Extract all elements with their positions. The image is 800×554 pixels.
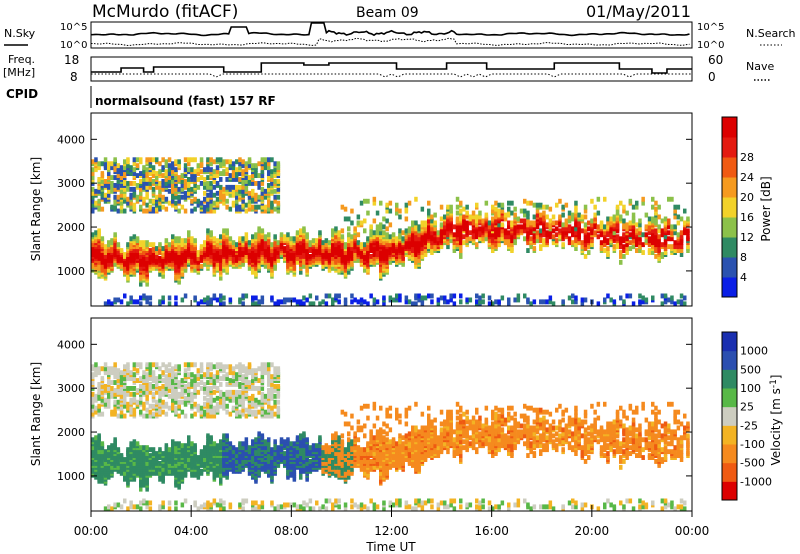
colorbar-tick-label: -25 — [740, 419, 758, 432]
colorbar-segment — [722, 157, 737, 178]
colorbar-segment — [722, 137, 737, 158]
nsky-strip: N.Sky 10^5 10^0 N.Search 10^5 10^0 — [4, 21, 796, 51]
cpid-strip: CPID normalsound (fast) 157 RF — [6, 86, 276, 108]
nsearch-label: N.Search — [746, 27, 796, 40]
colorbar-tick-label: -1000 — [740, 475, 772, 488]
x-axis-label: Time UT — [365, 540, 416, 554]
y-tick-label: 2000 — [57, 426, 85, 439]
velocity-heatmap — [91, 362, 690, 511]
velocity-colorbar: -1000 -500 -100 -25 25 100 500 1000 — [721, 331, 772, 501]
nsky-tick-low: 10^0 — [60, 40, 87, 51]
beam-title: Beam 09 — [356, 5, 419, 21]
x-tick-label: 20:00 — [575, 524, 610, 538]
freq-unit-label: [MHz] — [3, 66, 35, 79]
colorbar-segment — [722, 350, 737, 370]
freq-label: Freq. — [8, 53, 35, 66]
colorbar-segment — [722, 425, 737, 445]
power-panel: 1000 2000 3000 4000 Slant Range [km] 4 8 12 16… — [29, 112, 773, 307]
colorbar-segment — [722, 277, 737, 298]
freq-tick-high: 18 — [64, 53, 79, 67]
nsky-tick-high: 10^5 — [60, 22, 87, 33]
y-tick-label: 1000 — [57, 470, 85, 483]
freq-strip: Freq. [MHz] 18 8 Nave 60 0 — [3, 53, 774, 84]
velocity-y-label: Slant Range [km] — [29, 362, 43, 466]
colorbar-segment — [722, 369, 737, 389]
y-tick-label: 3000 — [57, 177, 85, 190]
colorbar-segment — [722, 444, 737, 464]
y-tick-label: 1000 — [57, 265, 85, 278]
velocity-y-axis: 1000 2000 3000 4000 — [57, 338, 692, 483]
power-y-axis: 1000 2000 3000 4000 — [57, 133, 692, 278]
colorbar-segment — [722, 481, 737, 501]
nsearch-tick-low: 10^0 — [697, 40, 724, 51]
nsky-label: N.Sky — [4, 27, 36, 40]
cpid-text: normalsound (fast) 157 RF — [95, 94, 276, 108]
freq-tick-low: 8 — [70, 70, 78, 84]
colorbar-tick-label: -500 — [740, 457, 765, 470]
colorbar-segment — [722, 237, 737, 258]
nave-trace — [91, 73, 692, 78]
nsearch-trace — [91, 37, 690, 47]
x-tick-label: 12:00 — [374, 524, 409, 538]
colorbar-segment — [722, 177, 737, 198]
colorbar-tick-label: 1000 — [740, 345, 768, 358]
nave-label: Nave — [746, 60, 774, 73]
colorbar-tick-label: -100 — [740, 438, 765, 451]
date-title: 01/May/2011 — [586, 2, 691, 21]
y-tick-label: 2000 — [57, 221, 85, 234]
velocity-colorbar-label: Velocity [m s-1] — [769, 375, 783, 466]
colorbar-tick-label: 100 — [740, 382, 761, 395]
colorbar-tick-label: 12 — [740, 231, 754, 244]
power-colorbar-label: Power [dB] — [759, 176, 773, 241]
colorbar-tick-label: 16 — [740, 211, 754, 224]
nsearch-tick-high: 10^5 — [697, 22, 724, 33]
x-tick-label: 04:00 — [174, 524, 209, 538]
colorbar-tick-label: 20 — [740, 191, 754, 204]
x-tick-label: 00:00 — [675, 524, 710, 538]
colorbar-tick-label: 8 — [740, 251, 747, 264]
power-heatmap — [91, 157, 690, 306]
y-tick-label: 4000 — [57, 338, 85, 351]
nave-tick-low: 0 — [708, 70, 716, 84]
colorbar-tick-label: 500 — [740, 363, 761, 376]
y-tick-label: 4000 — [57, 133, 85, 146]
x-tick-label: 08:00 — [274, 524, 309, 538]
x-tick-label: 00:00 — [74, 524, 109, 538]
y-tick-label: 3000 — [57, 382, 85, 395]
colorbar-segment — [722, 217, 737, 238]
power-colorbar: 4 8 12 16 20 24 28 — [721, 116, 754, 298]
station-title: McMurdo (fitACF) — [92, 2, 238, 22]
cpid-label: CPID — [6, 87, 38, 101]
x-tick-label: 16:00 — [474, 524, 509, 538]
colorbar-segment — [722, 388, 737, 408]
colorbar-segment — [722, 462, 737, 482]
colorbar-segment — [722, 197, 737, 218]
colorbar-segment — [722, 406, 737, 426]
colorbar-tick-label: 4 — [740, 271, 747, 284]
nsky-trace — [90, 22, 690, 37]
colorbar-segment — [722, 257, 737, 278]
freq-trace — [91, 62, 692, 74]
nave-tick-high: 60 — [708, 53, 723, 67]
power-y-label: Slant Range [km] — [29, 157, 43, 261]
colorbar-tick-label: 28 — [740, 151, 754, 164]
colorbar-segment — [722, 332, 737, 352]
colorbar-segment — [722, 117, 737, 138]
time-x-axis: 00:00 04:00 08:00 12:00 16:00 20:00 00:00 — [74, 300, 710, 538]
colorbar-tick-label: 24 — [740, 171, 754, 184]
colorbar-tick-label: 25 — [740, 401, 754, 414]
